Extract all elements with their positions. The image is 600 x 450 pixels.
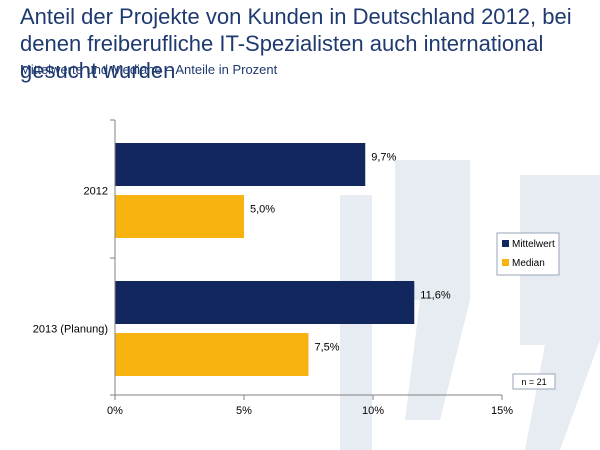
bar-label-median-1: 7,5% xyxy=(315,342,340,354)
bar-mittelwert-0 xyxy=(115,143,366,186)
note-text: n = 21 xyxy=(521,377,546,387)
sample-size-note: n = 21 xyxy=(512,373,556,390)
bar-label-mittelwert-0: 9,7% xyxy=(371,152,396,164)
bars-group xyxy=(115,143,415,376)
category-label-1: 2013 (Planung) xyxy=(33,324,108,336)
chart-subtitle: Mittelwerte und Mediane – Anteile in Pro… xyxy=(20,62,278,77)
legend-label-mittelwert: Mittelwert xyxy=(512,239,555,250)
legend-swatch-median xyxy=(502,259,509,266)
x-tick-label: 0% xyxy=(107,405,123,417)
legend-label-median: Median xyxy=(512,258,545,269)
note-box xyxy=(512,373,556,390)
category-label-0: 2012 xyxy=(84,186,108,198)
chart-title: Anteil der Projekte von Kunden in Deutsc… xyxy=(20,4,572,83)
bar-label-mittelwert-1: 11,6% xyxy=(420,290,451,302)
axes xyxy=(110,119,503,400)
bar-median-1 xyxy=(115,333,309,376)
bar-label-median-0: 5,0% xyxy=(250,204,275,216)
bar-value-labels: 9,7% 5,0% 11,6% 7,5% xyxy=(250,152,451,354)
x-tick-label: 10% xyxy=(362,405,384,417)
legend-swatch-mittelwert xyxy=(502,240,509,247)
x-tick-labels: 0% 5% 10% 15% xyxy=(107,405,513,417)
bar-mittelwert-1 xyxy=(115,281,415,324)
x-tick-label: 5% xyxy=(236,405,252,417)
x-tick-label: 15% xyxy=(491,405,513,417)
legend: Mittelwert Median xyxy=(496,232,560,276)
bar-median-0 xyxy=(115,195,244,238)
category-labels: 2012 2013 (Planung) xyxy=(33,186,108,336)
